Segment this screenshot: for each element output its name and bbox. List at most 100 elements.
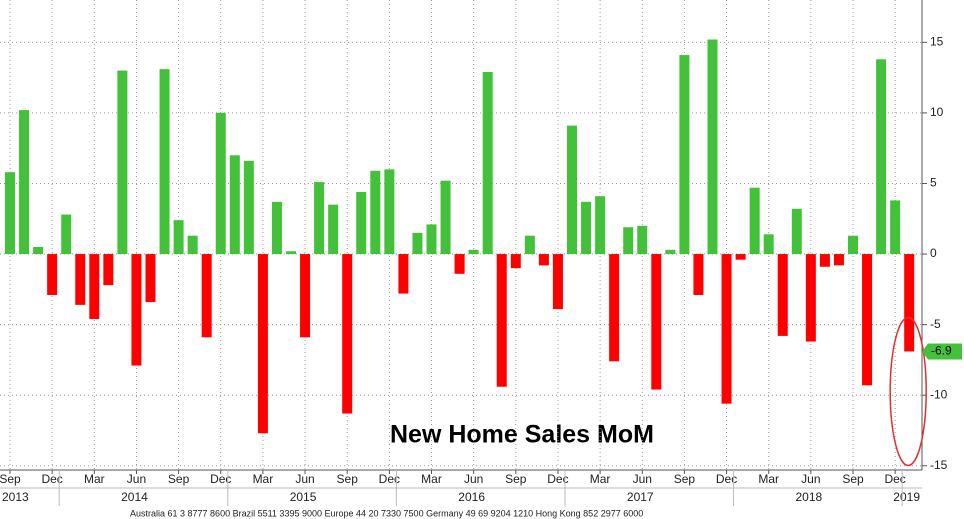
bar [145, 254, 156, 303]
bar [173, 220, 184, 255]
y-tick-label: 5 [930, 176, 937, 190]
bar [187, 235, 198, 255]
y-tick-label: 15 [930, 35, 944, 49]
bar [567, 125, 577, 255]
year-label: 2018 [795, 490, 822, 504]
bar [735, 254, 746, 260]
bar [229, 155, 240, 255]
bar [763, 234, 774, 255]
x-tick-label: Jun [801, 472, 820, 486]
bar [552, 254, 563, 310]
x-tick-label: Jun [127, 472, 146, 486]
bar [777, 254, 788, 336]
bar [862, 254, 873, 386]
bar [679, 55, 690, 255]
bar [89, 254, 100, 319]
x-tick-label: Jun [464, 472, 483, 486]
bar [47, 254, 58, 295]
y-tick-label: 10 [930, 105, 944, 119]
bar [510, 254, 521, 269]
x-tick-label: Mar [84, 472, 105, 486]
year-label: 2013 [2, 490, 29, 504]
bar [496, 254, 507, 387]
bar [538, 254, 549, 266]
bar [356, 191, 367, 255]
x-tick-label: Dec [547, 472, 568, 486]
x-tick-label: Dec [41, 472, 62, 486]
bar [651, 254, 662, 390]
x-tick-label: Mar [253, 472, 274, 486]
bar [623, 227, 634, 255]
bar [103, 254, 114, 286]
x-tick-label: Sep [168, 472, 190, 486]
bar [201, 254, 212, 338]
bar [328, 204, 339, 255]
bar [342, 254, 353, 414]
bar [271, 201, 282, 255]
annotation: New Home Sales MoM [390, 421, 654, 449]
bar [19, 110, 30, 255]
x-tick-label: Jun [633, 472, 652, 486]
bar [215, 112, 226, 255]
bar [482, 71, 493, 255]
bar [904, 254, 915, 352]
x-tick-label: Jun [295, 472, 314, 486]
bar [707, 39, 718, 255]
bar [61, 214, 72, 255]
bar [300, 254, 311, 338]
bar [833, 254, 844, 266]
y-tick-label: -15 [930, 458, 948, 472]
bar [243, 160, 254, 255]
bar [876, 59, 887, 255]
bar [609, 254, 620, 362]
bar [159, 69, 170, 255]
bar [665, 249, 676, 255]
last-value-label: -6.9 [931, 344, 952, 358]
last-value-tag [922, 343, 962, 360]
bar [890, 200, 901, 255]
bar [749, 187, 760, 255]
x-tick-label: Sep [337, 472, 359, 486]
bar [440, 180, 451, 255]
bar [819, 254, 830, 267]
bar [805, 254, 816, 342]
year-label: 2016 [458, 490, 485, 504]
bar [581, 201, 592, 255]
x-tick-label: Sep [0, 472, 21, 486]
year-label: 2014 [121, 490, 148, 504]
bar [426, 224, 437, 255]
bar [5, 172, 15, 255]
bar [693, 254, 704, 295]
highlight-ellipse [889, 316, 927, 467]
x-tick-label: Sep [674, 472, 696, 486]
x-tick-label: Mar [421, 472, 442, 486]
bar [286, 251, 296, 255]
x-tick-label: Dec [716, 472, 737, 486]
year-label: 2015 [290, 490, 317, 504]
x-tick-label: Mar [758, 472, 779, 486]
bar [384, 169, 395, 255]
bar [595, 196, 606, 255]
x-tick-label: Sep [842, 472, 864, 486]
bar [75, 254, 86, 305]
bar [721, 254, 732, 404]
y-tick-label: -10 [930, 387, 948, 401]
bar [131, 254, 142, 366]
bar [33, 246, 44, 255]
bar [468, 249, 479, 255]
bar [314, 182, 325, 255]
x-tick-label: Mar [590, 472, 611, 486]
x-tick-label: Sep [505, 472, 527, 486]
bar [257, 254, 268, 434]
y-tick-label: -5 [930, 317, 941, 331]
bar [454, 254, 465, 274]
bar [791, 208, 802, 255]
bar [117, 70, 128, 255]
bar [524, 235, 535, 255]
y-tick-label: 0 [930, 246, 937, 260]
year-label: 2017 [627, 490, 654, 504]
bar [370, 170, 381, 255]
x-tick-label: Dec [379, 472, 400, 486]
bar [848, 235, 858, 255]
